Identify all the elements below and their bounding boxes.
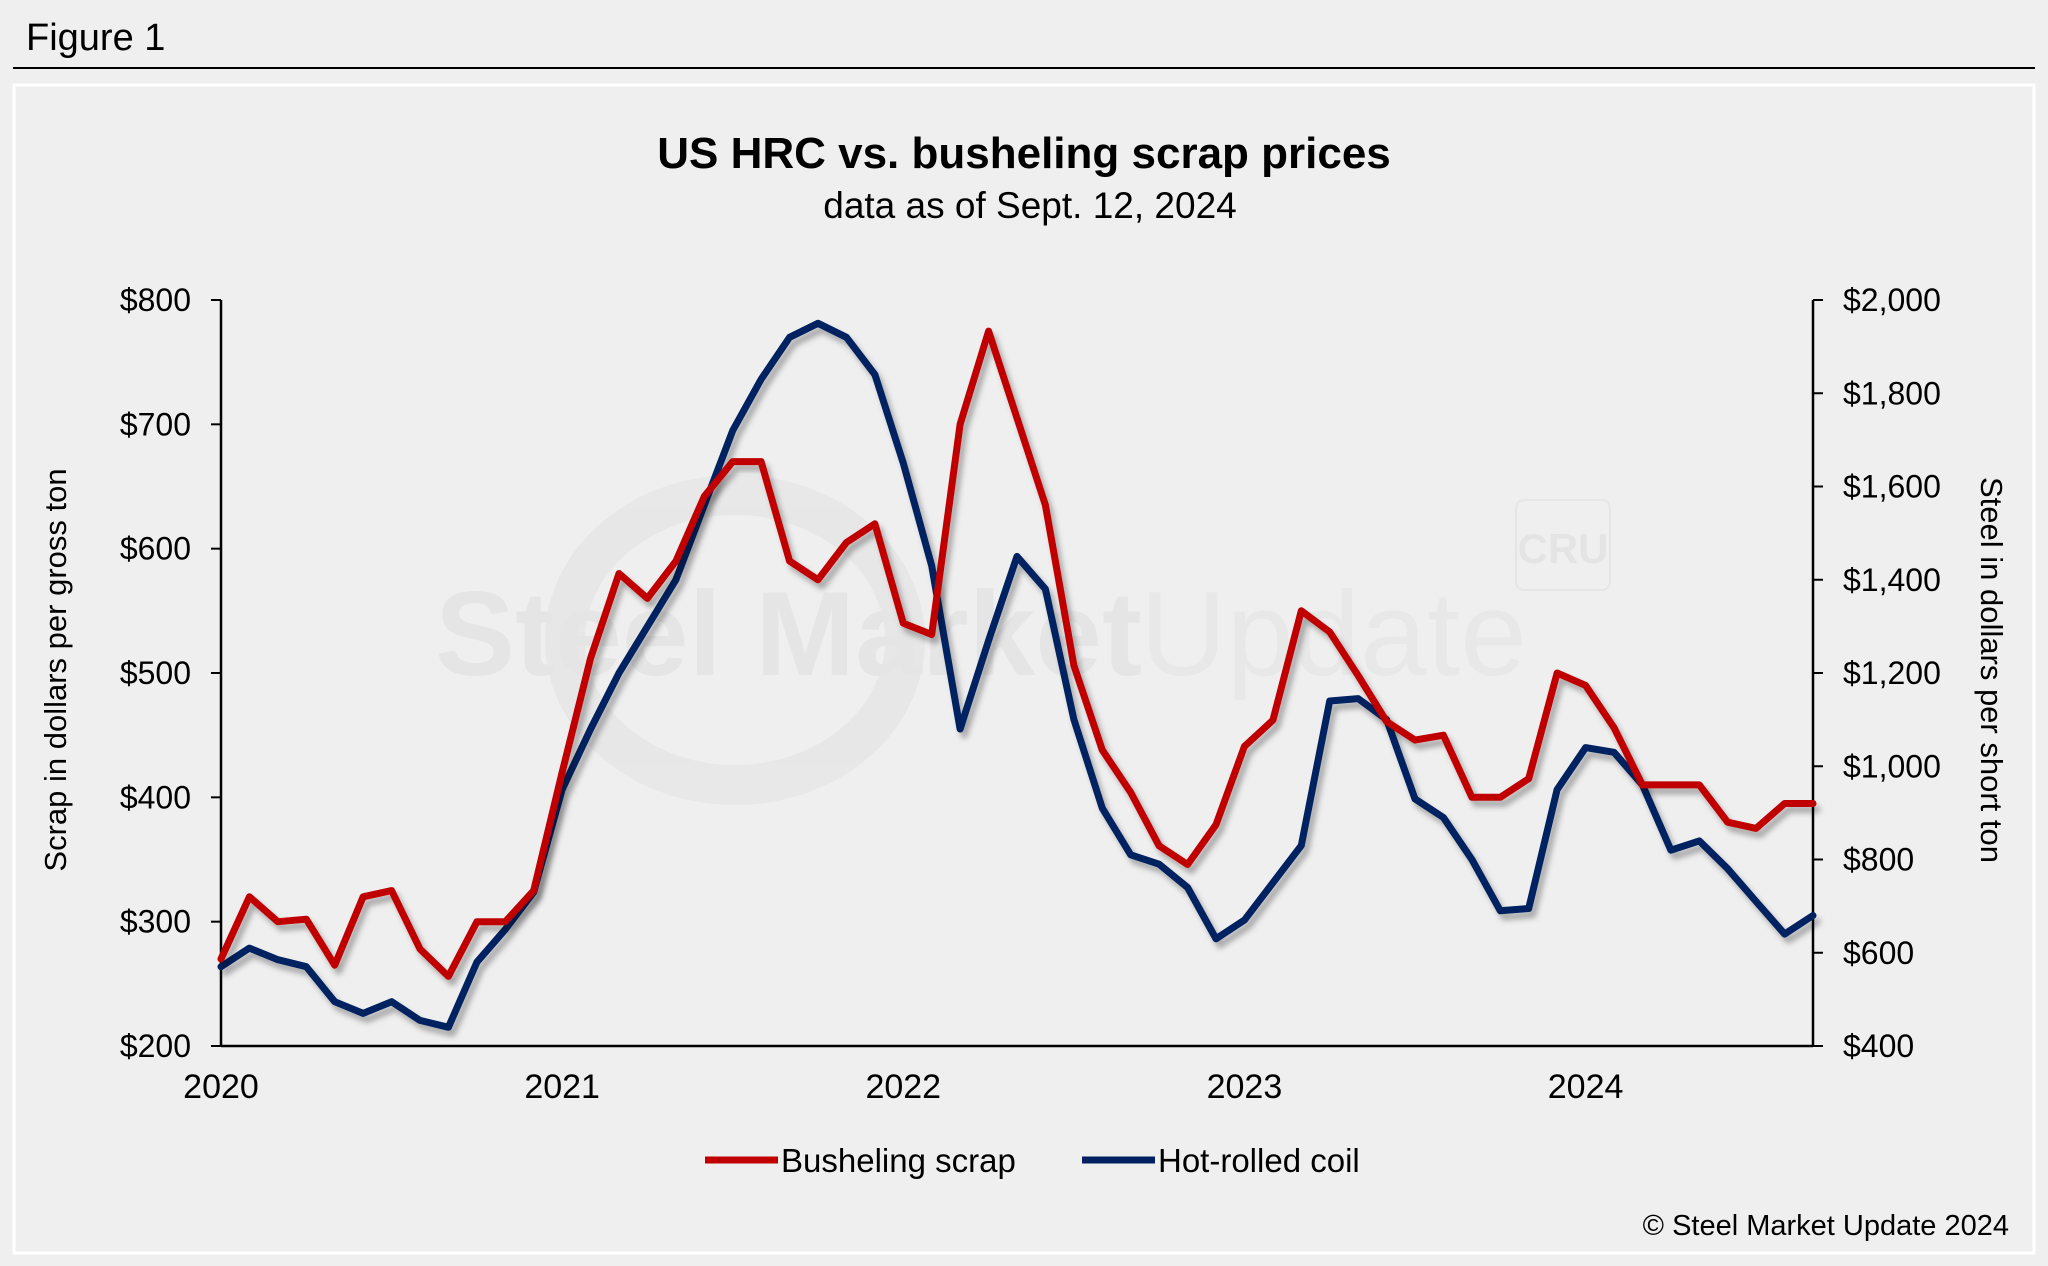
legend-label-hrc: Hot-rolled coil <box>1158 1142 1360 1179</box>
y-tick-label: $700 <box>120 406 191 442</box>
y-tick-label: $400 <box>120 779 191 815</box>
y2-tick-label: $800 <box>1843 842 1914 878</box>
y2-tick-label: $1,200 <box>1843 655 1941 691</box>
y2-tick-label: $1,800 <box>1843 375 1941 411</box>
y-tick-label: $800 <box>120 282 191 318</box>
axes: $200 $300 $400 $500 $600 $700 $800 $400 $600 $800… <box>120 282 1941 1106</box>
y2-tick-label: $600 <box>1843 935 1914 971</box>
svg-text:CRU: CRU <box>1518 525 1609 572</box>
y2-axis-label: Steel in dollars per short ton <box>1974 477 2009 863</box>
x-tick-label: 2024 <box>1548 1068 1624 1106</box>
y-tick-label: $200 <box>120 1028 191 1064</box>
y-tick-label: $500 <box>120 655 191 691</box>
x-tick-label: 2023 <box>1207 1068 1283 1106</box>
y2-tick-label: $2,000 <box>1843 282 1941 318</box>
x-tick-label: 2021 <box>524 1068 600 1106</box>
figure-label: Figure 1 <box>26 17 165 59</box>
legend: Busheling scrap Hot-rolled coil <box>705 1142 1360 1179</box>
x-tick-label: 2020 <box>183 1068 259 1106</box>
copyright: © Steel Market Update 2024 <box>1643 1210 2009 1242</box>
series-lines <box>217 319 1817 1031</box>
y2-tick-label: $1,400 <box>1843 562 1941 598</box>
chart-title: US HRC vs. busheling scrap prices <box>657 129 1391 178</box>
series-line-busheling-scrap <box>217 327 1817 980</box>
y-tick-label: $300 <box>120 904 191 940</box>
svg-text:Steel Market: Steel Market <box>435 567 1142 701</box>
series-line-hot-rolled-coil <box>217 319 1817 1031</box>
legend-label-scrap: Busheling scrap <box>781 1142 1016 1179</box>
y-axis-label: Scrap in dollars per gross ton <box>38 468 73 871</box>
y-tick-label: $600 <box>120 531 191 567</box>
chart-subtitle: data as of Sept. 12, 2024 <box>823 185 1237 226</box>
y2-tick-label: $1,000 <box>1843 748 1941 784</box>
y2-tick-label: $400 <box>1843 1028 1914 1064</box>
y2-tick-label: $1,600 <box>1843 469 1941 505</box>
x-tick-label: 2022 <box>865 1068 941 1106</box>
chart-panel <box>12 83 2036 1255</box>
